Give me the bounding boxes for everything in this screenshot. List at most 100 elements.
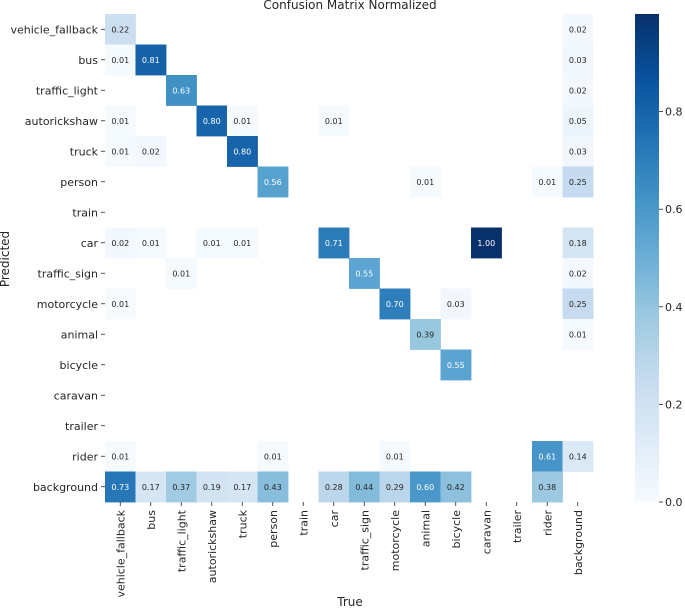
cell-value-label: 0.02 [111,239,129,248]
y-tick-label: caravan [54,389,98,402]
cell-value-label: 0.28 [325,483,343,492]
heatmap-cell [105,471,136,503]
x-tick-label: rider [541,510,554,536]
heatmap-cell [257,441,289,472]
cell-value-label: 0.01 [111,452,129,461]
heatmap-cell [410,166,441,198]
heatmap-cell [105,44,136,76]
cell-value-label: 1.00 [477,239,495,248]
heatmap-cell [135,227,167,259]
heatmap-cell [227,105,258,137]
y-tick-label: motorcycle [37,298,98,311]
x-tick-label: train [297,510,310,536]
y-tick-label: truck [70,145,99,158]
cell-value-label: 0.55 [447,361,465,370]
y-tick-label: bicycle [60,359,99,372]
heatmap-cell [349,258,380,289]
heatmap-cell [562,227,594,259]
cell-value-label: 0.01 [569,330,587,339]
heatmap-cells [105,14,594,503]
heatmap-cell [105,14,136,45]
y-tick-label: animal [61,328,98,341]
heatmap-cell [440,288,472,320]
cell-value-label: 0.01 [172,269,190,278]
y-tick-label: background [33,481,98,494]
heatmap-cell [349,471,380,503]
x-tick-label: traffic_light [175,509,188,572]
x-tick-label: caravan [480,510,493,554]
cell-value-label: 0.80 [203,117,221,126]
cell-value-label: 0.05 [569,117,587,126]
heatmap-cell [379,471,411,503]
heatmap-cell [105,288,136,320]
x-tick-label: car [328,510,341,528]
heatmap-cell [562,44,594,76]
x-tick-label: trailer [511,510,524,543]
heatmap-cell [562,14,594,45]
heatmap-cell [105,227,136,259]
heatmap-cell [105,105,136,137]
y-tick-label: vehicle_fallback [10,23,98,36]
heatmap-cell [227,227,258,259]
cell-value-label: 0.03 [447,300,465,309]
cell-value-label: 0.42 [447,483,465,492]
y-axis-label: Predicted [0,231,12,287]
y-tick-label: train [72,206,98,219]
heatmap-cell [379,441,411,472]
cell-value-label: 0.60 [416,483,434,492]
x-tick-label: animal [419,510,432,547]
cell-value-label: 0.17 [142,483,160,492]
heatmap-cell [532,471,563,503]
heatmap-cell [196,105,228,137]
cell-value-label: 0.01 [111,147,129,156]
heatmap-cell [440,349,472,381]
heatmap-cell [562,441,594,472]
heatmap-cell [471,227,502,259]
heatmap-cell [318,105,350,137]
x-tick-label: background [572,510,585,575]
cell-value-label: 0.18 [569,239,587,248]
y-tick-label: bus [78,54,98,67]
cell-value-label: 0.01 [111,117,129,126]
cell-value-label: 0.01 [538,178,556,187]
x-tick-label: bicycle [450,510,463,549]
heatmap-cell [562,75,594,106]
y-tick-label: person [60,176,98,189]
cell-value-label: 0.71 [325,239,343,248]
cell-value-label: 0.01 [233,239,251,248]
cell-value-label: 0.01 [111,300,129,309]
cell-value-label: 0.19 [203,483,221,492]
heatmap-cell [562,288,594,320]
y-tick-label: traffic_light [36,84,99,97]
heatmap-cell [379,288,411,320]
cell-value-label: 0.44 [355,483,373,492]
heatmap-cell [318,227,350,259]
x-axis-label: True [336,595,363,608]
x-tick-label: vehicle_fallback [114,509,127,597]
cell-value-label: 0.39 [416,330,434,339]
x-tick-label: bus [145,510,158,530]
cell-value-label: 0.25 [569,178,587,187]
colorbar-tick-label: 0.4 [665,301,683,314]
heatmap-cell [166,258,197,289]
cell-value-label: 0.61 [538,452,556,461]
cell-value-label: 0.02 [569,86,587,95]
heatmap-cell [196,471,228,503]
heatmap-cell [135,136,167,167]
heatmap-cell [166,75,197,106]
heatmap-cell [562,319,594,350]
cell-value-label: 0.14 [569,452,587,461]
colorbar-ticks: 0.0 0.2 0.4 0.6 0.8 [659,106,683,509]
heatmap-cell-labels: 0.22 0.02 0.01 0.81 0.03 0.63 0.02 0.01 0.80 0.01… [111,25,586,492]
colorbar-tick-label: 0.6 [665,203,683,216]
cell-value-label: 0.56 [264,178,282,187]
heatmap-cell [135,471,167,503]
heatmap-cell [440,471,472,503]
cell-value-label: 0.25 [569,300,587,309]
cell-value-label: 0.29 [386,483,404,492]
cell-value-label: 0.02 [569,269,587,278]
cell-value-label: 0.02 [142,147,160,156]
heatmap-cell [318,471,350,503]
heatmap-cell [105,441,136,472]
